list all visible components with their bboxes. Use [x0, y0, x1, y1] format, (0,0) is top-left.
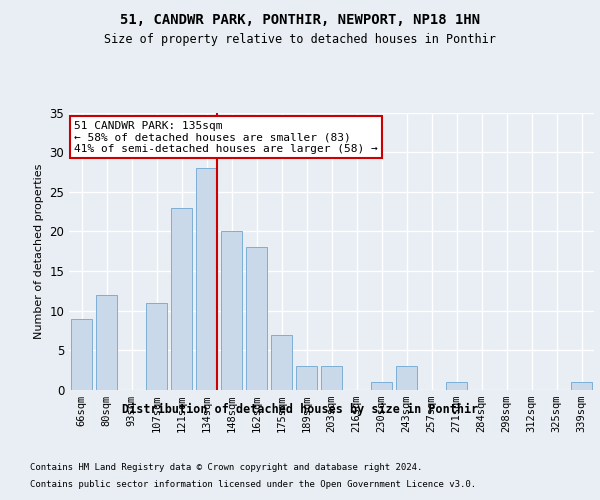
Bar [146, 303, 167, 390]
Text: Distribution of detached houses by size in Ponthir: Distribution of detached houses by size … [122, 402, 478, 415]
Bar [446, 382, 467, 390]
Text: 51 CANDWR PARK: 135sqm
← 58% of detached houses are smaller (83)
41% of semi-det: 51 CANDWR PARK: 135sqm ← 58% of detached… [74, 121, 378, 154]
Y-axis label: Number of detached properties: Number of detached properties [34, 164, 44, 339]
Text: Size of property relative to detached houses in Ponthir: Size of property relative to detached ho… [104, 32, 496, 46]
Text: Contains HM Land Registry data © Crown copyright and database right 2024.: Contains HM Land Registry data © Crown c… [30, 462, 422, 471]
Bar [271, 334, 292, 390]
Bar [396, 366, 417, 390]
Bar [571, 382, 592, 390]
Bar [221, 232, 242, 390]
Bar [296, 366, 317, 390]
Bar [96, 295, 117, 390]
Bar [371, 382, 392, 390]
Bar [246, 248, 267, 390]
Bar [171, 208, 192, 390]
Text: Contains public sector information licensed under the Open Government Licence v3: Contains public sector information licen… [30, 480, 476, 489]
Bar [196, 168, 217, 390]
Bar [71, 318, 92, 390]
Bar [321, 366, 342, 390]
Text: 51, CANDWR PARK, PONTHIR, NEWPORT, NP18 1HN: 51, CANDWR PARK, PONTHIR, NEWPORT, NP18 … [120, 12, 480, 26]
